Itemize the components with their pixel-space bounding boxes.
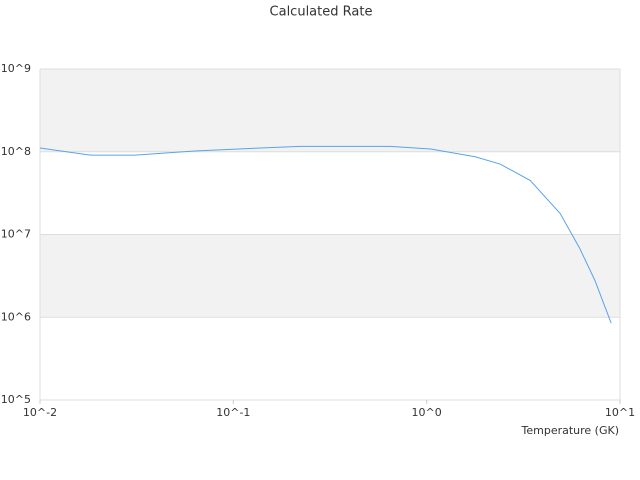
- y-tick-label: 10^8: [1, 145, 31, 158]
- chart-title: Calculated Rate: [270, 5, 373, 20]
- x-axis-label: Temperature (GK): [521, 424, 620, 437]
- y-tick-label: 10^5: [1, 393, 31, 406]
- band: [40, 69, 620, 152]
- x-tick-label: 10^-2: [23, 406, 57, 419]
- x-tick-label: 10^0: [412, 406, 442, 419]
- y-tick-label: 10^7: [1, 228, 31, 241]
- y-tick-label: 10^9: [1, 62, 31, 75]
- y-tick-label: 10^6: [1, 310, 31, 323]
- x-tick-label: 10^1: [605, 406, 635, 419]
- x-tick-label: 10^-1: [216, 406, 250, 419]
- line-series: [39, 145, 612, 324]
- band: [40, 234, 620, 318]
